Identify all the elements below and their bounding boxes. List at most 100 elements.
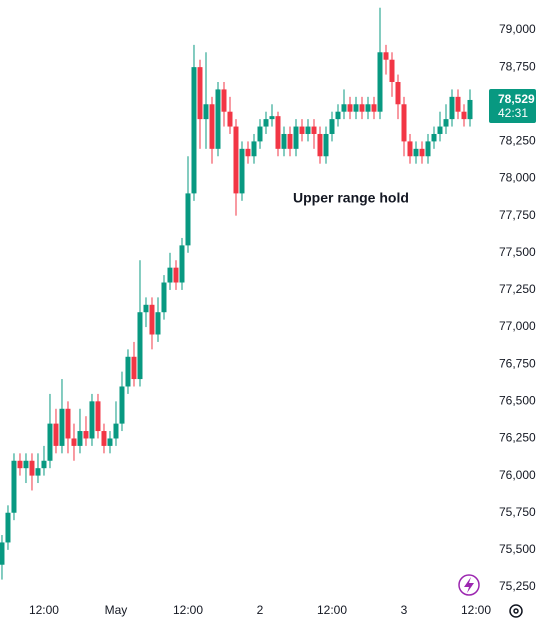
candle-body [83, 431, 89, 439]
x-tick-label: 3 [401, 603, 408, 617]
y-tick-label: 77,500 [499, 245, 536, 259]
candle-body [461, 111, 467, 120]
candle-body [167, 267, 173, 283]
candle-body [161, 282, 167, 313]
candle-body [239, 148, 245, 194]
candle-body [455, 96, 461, 112]
candle-body [221, 89, 227, 112]
candle-body [29, 460, 35, 476]
candle-body [131, 356, 137, 380]
candle-body [419, 148, 425, 157]
candle-body [71, 438, 77, 446]
candle-body [437, 126, 443, 134]
y-tick-label: 76,750 [499, 356, 536, 370]
candle-body [329, 119, 335, 134]
candle-body [53, 423, 59, 446]
candle-body [233, 126, 239, 194]
candle-body [185, 193, 191, 246]
candle-body [47, 423, 53, 461]
candle-body [413, 148, 419, 157]
candle-body [203, 104, 209, 120]
candle-body [245, 148, 251, 157]
candle-body [215, 89, 221, 149]
candle-body [113, 423, 119, 439]
y-tick-label: 77,750 [499, 208, 536, 222]
candle-body [365, 104, 371, 112]
y-tick-label: 78,750 [499, 59, 536, 73]
y-tick-label: 77,250 [499, 282, 536, 296]
y-tick-label: 79,000 [499, 22, 536, 36]
candle-body [311, 126, 317, 134]
y-tick-label: 78,250 [499, 134, 536, 148]
candle-body [335, 111, 341, 120]
candle-body [191, 67, 197, 194]
y-tick-label: 76,000 [499, 468, 536, 482]
candle-body [257, 126, 263, 142]
candle-body [425, 141, 431, 157]
candle-body [299, 126, 305, 134]
candle-body [293, 126, 299, 149]
candle-body [95, 401, 101, 432]
candle-body [341, 104, 347, 112]
candle-body [407, 141, 413, 157]
candle-body [209, 104, 215, 149]
y-tick-label: 78,000 [499, 171, 536, 185]
candle-body [59, 408, 65, 446]
candle-body [137, 312, 143, 380]
x-tick-label: 12:00 [461, 603, 491, 617]
candle-body [227, 111, 233, 127]
candle-body [269, 116, 275, 120]
y-tick-label: 76,250 [499, 431, 536, 445]
candle-body [5, 512, 11, 543]
candle-body [179, 245, 185, 283]
candle-body [89, 401, 95, 439]
candle-body [143, 304, 149, 313]
candle-body [23, 460, 29, 469]
candle-body [449, 96, 455, 120]
last-price-box [489, 88, 536, 123]
candle-body [467, 99, 473, 120]
x-tick-label: May [105, 603, 128, 617]
candle-body [125, 356, 131, 387]
candle-body [275, 116, 281, 149]
candle-body [251, 141, 257, 157]
candle-body [155, 312, 161, 335]
candle-body [17, 460, 23, 469]
last-price-label: 78,529 [498, 92, 535, 106]
candle-body [0, 542, 5, 565]
candle-body [383, 52, 389, 60]
candle-body [287, 133, 293, 149]
candle-body [107, 438, 113, 446]
x-tick-label: 12:00 [317, 603, 347, 617]
candle-body [347, 104, 353, 112]
y-tick-label: 76,500 [499, 394, 536, 408]
candle-body [317, 133, 323, 157]
candle-body [353, 104, 359, 112]
x-tick-label: 12:00 [173, 603, 203, 617]
candle-body [359, 104, 365, 112]
candle-body [149, 304, 155, 335]
candle-body [371, 104, 377, 112]
x-tick-label: 12:00 [29, 603, 59, 617]
candle-body [443, 119, 449, 127]
candle-body [77, 431, 83, 446]
candle-body [377, 52, 383, 112]
annotation: Upper range hold [293, 190, 409, 206]
settings-icon[interactable] [509, 604, 523, 618]
x-tick-label: 2 [257, 603, 264, 617]
candle-body [35, 468, 41, 476]
candle-body [41, 460, 47, 469]
candle-body [173, 267, 179, 283]
y-tick-label: 75,500 [499, 542, 536, 556]
candle-body [401, 104, 407, 142]
candle-body [263, 119, 269, 127]
candle-body [65, 408, 71, 439]
y-tick-label: 77,000 [499, 319, 536, 333]
candle-body [119, 386, 125, 424]
candle-body [389, 59, 395, 82]
flash-icon[interactable] [458, 574, 480, 596]
candle-body [281, 133, 287, 149]
candle-body [323, 133, 329, 157]
y-tick-label: 75,250 [499, 579, 536, 593]
